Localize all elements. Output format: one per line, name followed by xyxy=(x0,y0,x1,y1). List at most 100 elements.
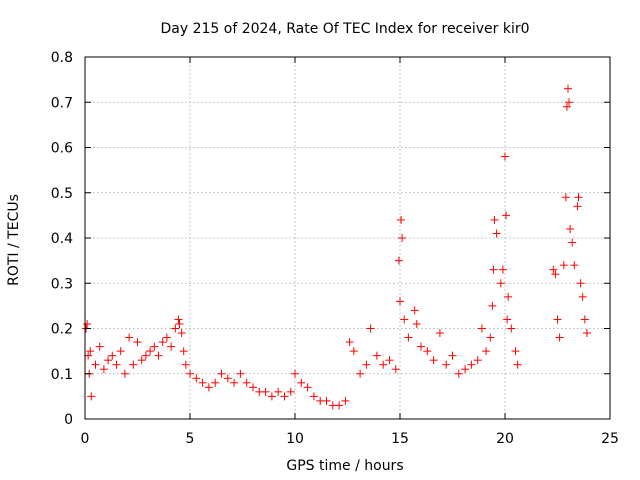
data-point xyxy=(580,315,589,324)
data-point xyxy=(108,351,117,360)
data-point xyxy=(578,292,587,301)
data-points xyxy=(82,84,591,410)
data-point xyxy=(175,319,184,328)
data-point xyxy=(555,333,564,342)
data-point xyxy=(429,356,438,365)
data-point xyxy=(179,347,188,356)
data-point xyxy=(461,365,470,374)
data-point xyxy=(502,211,511,220)
data-point xyxy=(171,324,180,333)
data-point xyxy=(394,256,403,265)
data-point xyxy=(181,360,190,369)
data-point xyxy=(486,333,495,342)
data-point xyxy=(291,369,299,378)
data-point xyxy=(562,102,571,111)
data-point xyxy=(501,152,509,161)
data-point xyxy=(141,351,150,360)
data-point xyxy=(473,356,482,365)
data-point xyxy=(242,378,251,387)
data-point xyxy=(129,360,138,369)
data-point xyxy=(186,369,194,378)
data-point xyxy=(492,229,501,238)
data-point xyxy=(490,215,499,224)
data-point xyxy=(576,279,585,288)
data-point xyxy=(565,98,574,107)
data-point xyxy=(125,333,134,342)
data-point xyxy=(417,342,425,351)
x-tick-label: 25 xyxy=(601,431,619,447)
data-point xyxy=(423,347,432,356)
data-point xyxy=(99,365,108,374)
data-point xyxy=(549,265,558,274)
data-point xyxy=(477,324,486,333)
data-point xyxy=(582,329,591,338)
x-axis-label: GPS time / hours xyxy=(286,458,403,474)
y-tick-label: 0 xyxy=(64,412,73,428)
plot-frame xyxy=(84,56,611,420)
y-tick-label: 0.8 xyxy=(51,50,73,66)
data-point xyxy=(372,351,381,360)
y-tick-label: 0.1 xyxy=(51,367,73,383)
data-point xyxy=(570,261,579,270)
data-point xyxy=(442,360,451,369)
data-point xyxy=(573,202,582,211)
data-point xyxy=(404,333,413,342)
data-point xyxy=(322,396,331,405)
data-point xyxy=(249,383,257,392)
y-axis-label: ROTI / TECUs xyxy=(6,194,22,286)
data-point xyxy=(112,360,121,369)
data-point xyxy=(83,319,92,328)
x-tick-label: 10 xyxy=(286,431,304,447)
x-tick-label: 0 xyxy=(81,431,90,447)
data-point xyxy=(496,279,505,288)
data-point xyxy=(217,369,226,378)
data-point xyxy=(349,347,358,356)
data-point xyxy=(211,378,220,387)
data-point xyxy=(366,324,375,333)
data-point xyxy=(489,265,498,274)
data-point xyxy=(559,261,568,270)
data-point xyxy=(345,338,354,347)
data-point xyxy=(261,387,270,396)
data-point xyxy=(150,342,159,351)
axis-ticks: 0 5 10 15 20 25 0 0.1 0.2 0.3 0.4 0.5 0.6 0.7 0.8 xyxy=(51,50,619,447)
y-tick-label: 0.3 xyxy=(51,276,73,292)
data-point xyxy=(167,342,176,351)
data-point xyxy=(566,224,575,233)
data-point xyxy=(236,369,245,378)
y-tick-label: 0.2 xyxy=(51,322,73,338)
data-point xyxy=(230,378,239,387)
data-point xyxy=(553,315,562,324)
data-point xyxy=(137,356,146,365)
data-point xyxy=(303,383,312,392)
data-point xyxy=(95,342,104,351)
data-point xyxy=(91,360,100,369)
data-point xyxy=(513,360,522,369)
data-point xyxy=(385,356,394,365)
data-point xyxy=(146,347,155,356)
data-point xyxy=(482,347,491,356)
x-tick-label: 20 xyxy=(496,431,514,447)
data-point xyxy=(174,315,183,324)
data-point xyxy=(341,396,350,405)
data-point xyxy=(192,374,201,383)
data-point xyxy=(435,329,444,338)
data-point xyxy=(379,360,388,369)
data-point xyxy=(410,306,419,315)
data-point xyxy=(297,378,306,387)
data-point xyxy=(574,193,583,202)
data-point xyxy=(511,347,520,356)
data-point xyxy=(564,84,572,93)
data-point xyxy=(507,324,516,333)
data-point xyxy=(177,329,186,338)
data-point xyxy=(467,360,476,369)
data-point xyxy=(158,338,167,347)
data-point xyxy=(488,301,497,310)
data-point xyxy=(133,338,142,347)
data-point xyxy=(116,347,125,356)
data-point xyxy=(286,387,295,396)
x-tick-label: 5 xyxy=(186,431,195,447)
data-point xyxy=(198,378,207,387)
data-point xyxy=(267,392,276,401)
